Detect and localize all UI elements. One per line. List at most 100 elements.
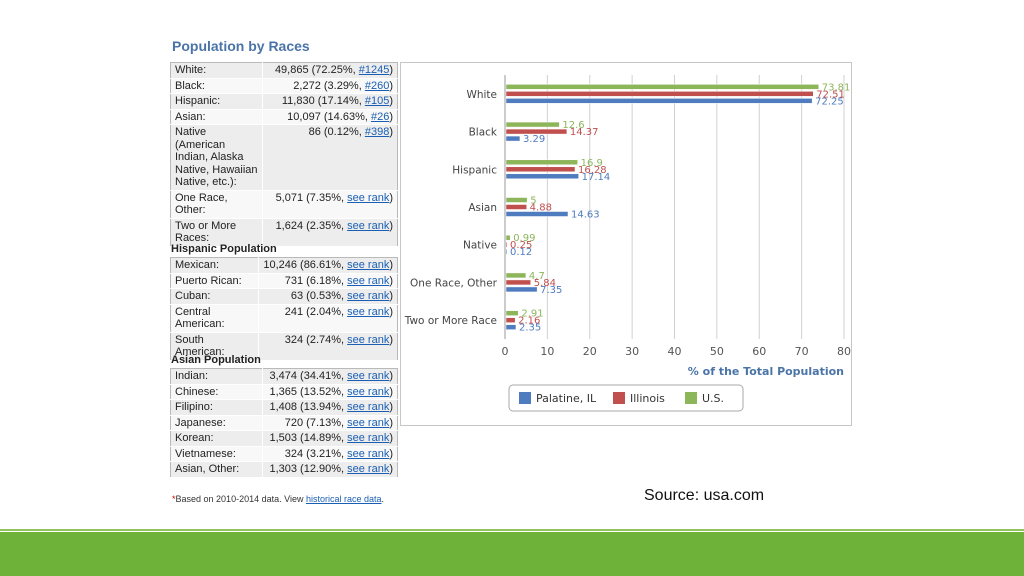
rank-link[interactable]: #26 [370, 110, 390, 123]
data-label: 4.7 [529, 271, 545, 282]
hispanic-table: Mexican: 10,246 (86.61%, see rank) Puerto … [170, 257, 398, 361]
table-row: Two or More Races: 1,624 (2.35%, see rank… [170, 218, 398, 247]
row-label: Japanese: [170, 415, 263, 431]
table-row: Chinese: 1,365 (13.52%, see rank) [170, 384, 398, 400]
rank-link[interactable]: see rank [347, 290, 390, 302]
rank-link[interactable]: see rank [347, 259, 390, 271]
table-row: One Race, Other: 5,071 (7.35%, see rank) [170, 190, 398, 219]
rank-link[interactable]: #398 [364, 126, 390, 138]
historical-race-data-link[interactable]: historical race data [305, 494, 382, 504]
category-label: One Race, Other [410, 277, 498, 289]
footer-accent-line [0, 529, 1024, 531]
row-value-text: 731 (6.18%, [284, 274, 348, 287]
row-value-tail: ) [389, 401, 393, 413]
data-label: 12.6 [562, 120, 584, 131]
row-label: Filipino: [170, 399, 263, 416]
footnote-text: Based on 2010-2014 data. View [175, 494, 306, 504]
table-row: Puerto Rican: 731 (6.18%, see rank) [170, 273, 398, 289]
rank-link[interactable]: see rank [347, 370, 390, 382]
asian-section-title: Asian Population [171, 354, 261, 366]
row-value-tail: ) [389, 110, 393, 123]
table-row: South American: 324 (2.74%, see rank) [170, 332, 398, 361]
row-value-text: 3,474 (34.41%, [269, 370, 348, 382]
row-value-tail: ) [389, 385, 393, 398]
row-value-tail: ) [389, 274, 393, 287]
x-tick-label: 10 [540, 345, 554, 358]
category-label: Asian [468, 202, 497, 214]
x-tick-label: 70 [795, 345, 809, 358]
legend-box [508, 384, 744, 412]
row-value-tail: ) [389, 290, 393, 302]
table-row: Asian, Other: 1,303 (12.90%, see rank) [170, 461, 398, 478]
row-value-text: 11,830 (17.14%, [281, 95, 365, 107]
row-label: Vietnamese: [170, 446, 263, 462]
data-label: 2.35 [519, 323, 541, 334]
bar [505, 272, 527, 279]
footnote-asterisk: * [172, 494, 176, 504]
bar [505, 310, 519, 316]
data-label: 0.25 [510, 240, 532, 251]
data-label: 3.29 [523, 134, 545, 145]
data-label: 4.88 [530, 203, 552, 214]
row-label: Mexican: [170, 257, 260, 274]
table-row: Hispanic: 11,830 (17.14%, #105) [170, 93, 398, 110]
legend-label: Illinois [630, 392, 665, 405]
rank-link[interactable]: see rank [347, 416, 390, 429]
table-row: Cuban: 63 (0.53%, see rank) [170, 288, 398, 305]
category-label: Native [463, 240, 497, 252]
rank-link[interactable]: see rank [347, 385, 390, 398]
row-value-tail: ) [389, 463, 393, 475]
row-value-text: 324 (3.21%, [284, 447, 348, 460]
rank-link[interactable]: see rank [347, 463, 390, 475]
rank-link[interactable]: see rank [347, 432, 390, 444]
legend-label: U.S. [702, 392, 724, 405]
data-label: 72.51 [816, 89, 845, 100]
row-label: One Race, Other: [170, 190, 263, 219]
row-value: 10,246 (86.61%, see rank) [258, 257, 398, 274]
row-label: South American: [170, 332, 260, 361]
data-label: 7.35 [540, 285, 562, 296]
row-value: 5,071 (7.35%, see rank) [262, 190, 398, 219]
rank-link[interactable]: see rank [347, 401, 390, 413]
rank-link[interactable]: #105 [364, 95, 390, 107]
footer-band [0, 532, 1024, 576]
row-value-tail: ) [389, 432, 393, 444]
x-tick-label: 60 [752, 345, 766, 358]
row-value-text: 324 (2.74%, [284, 333, 348, 346]
row-value-text: 86 (0.12%, [308, 126, 365, 138]
source-caption: Source: usa.com [644, 487, 765, 504]
bar [505, 135, 521, 142]
rank-link[interactable]: #260 [364, 79, 390, 92]
row-label: Chinese: [170, 384, 263, 400]
bar [505, 91, 814, 97]
row-value-tail: ) [389, 126, 393, 138]
row-value-tail: ) [389, 219, 393, 232]
rank-link[interactable]: see rank [347, 274, 390, 287]
bar [505, 248, 508, 255]
bar [505, 98, 813, 104]
row-value-text: 241 (2.04%, [284, 305, 348, 318]
row-label: Indian: [170, 368, 263, 385]
rank-link[interactable]: see rank [347, 219, 390, 232]
data-label: 2.16 [518, 316, 540, 327]
table-row: Japanese: 720 (7.13%, see rank) [170, 415, 398, 431]
bar [505, 324, 517, 330]
rank-link[interactable]: see rank [347, 305, 390, 318]
data-label: 16.9 [581, 158, 603, 169]
row-value-tail: ) [389, 79, 393, 92]
rank-link[interactable]: see rank [347, 191, 390, 204]
data-label: 0.99 [513, 233, 535, 244]
rank-link[interactable]: see rank [347, 333, 390, 346]
category-label: White [466, 89, 497, 101]
row-value-tail: ) [389, 95, 393, 107]
x-tick-label: 20 [583, 345, 597, 358]
row-value: 1,303 (12.90%, see rank) [262, 461, 398, 478]
category-label: Black [469, 127, 498, 139]
row-value-tail: ) [389, 333, 393, 346]
rank-link[interactable]: see rank [347, 447, 390, 460]
race-comparison-chart: 0 10 20 30 40 50 60 70 80 % of the Total Populati… [400, 62, 852, 426]
row-value-text: 2,272 (3.29%, [293, 79, 365, 92]
row-value: 63 (0.53%, see rank) [258, 288, 398, 305]
rank-link[interactable]: #1245 [358, 64, 390, 76]
row-value-text: 1,503 (14.89%, [269, 432, 348, 444]
